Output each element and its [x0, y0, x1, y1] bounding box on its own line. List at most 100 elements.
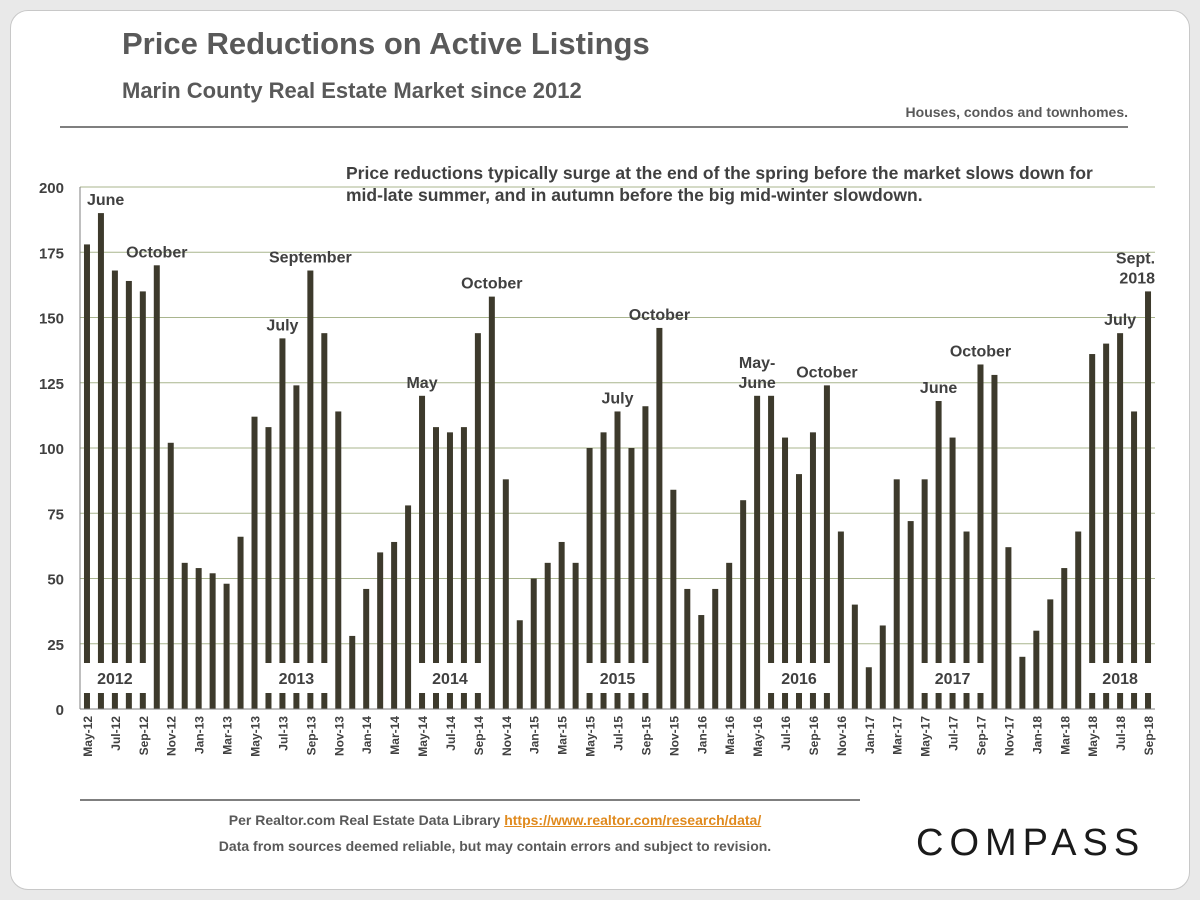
- bar: [530, 578, 537, 709]
- x-tick-label: Jul-15: [612, 716, 626, 751]
- y-tick-label: 50: [47, 572, 64, 589]
- month-annotation: October: [461, 276, 522, 293]
- bar: [167, 442, 174, 709]
- source-line: Per Realtor.com Real Estate Data Library…: [80, 812, 910, 828]
- bar: [307, 270, 314, 709]
- bar: [823, 385, 830, 709]
- x-tick-label: Jan-17: [863, 716, 877, 754]
- x-tick-label: Sep-16: [807, 716, 821, 756]
- month-annotation: June: [920, 380, 957, 397]
- bar: [684, 588, 691, 709]
- year-label-box: [583, 663, 652, 693]
- bar: [195, 568, 202, 709]
- x-tick-label: Jul-18: [1114, 716, 1128, 751]
- year-label: 2015: [600, 671, 636, 688]
- month-annotation: July: [1104, 312, 1136, 329]
- x-tick-label: Jul-14: [444, 716, 458, 751]
- bar: [600, 432, 607, 709]
- bar: [474, 333, 481, 709]
- year-label: 2012: [97, 671, 133, 688]
- year-label: 2013: [279, 671, 315, 688]
- month-annotation: October: [950, 343, 1011, 360]
- month-annotation: October: [796, 364, 857, 381]
- bar: [963, 531, 970, 709]
- bar: [279, 338, 286, 709]
- bar: [586, 448, 593, 709]
- month-annotation: 2018: [1119, 270, 1155, 287]
- x-tick-label: May-12: [81, 716, 95, 757]
- bar: [642, 406, 649, 709]
- x-tick-label: Jan-16: [695, 716, 709, 754]
- month-annotation: June: [738, 375, 775, 392]
- x-tick-label: Mar-15: [556, 716, 570, 755]
- x-tick-label: Jan-14: [360, 716, 374, 754]
- x-tick-label: Nov-13: [332, 716, 346, 756]
- bar: [237, 536, 244, 709]
- x-tick-label: May-18: [1086, 716, 1100, 757]
- bar: [516, 620, 523, 709]
- property-types-note: Houses, condos and townhomes.: [905, 104, 1128, 120]
- chart-annotation: Price reductions typically surge at the …: [346, 163, 1093, 205]
- bar: [740, 500, 747, 709]
- bar: [921, 479, 928, 709]
- bar: [223, 583, 230, 709]
- bar: [893, 479, 900, 709]
- bar: [768, 395, 775, 709]
- bar: [419, 395, 426, 709]
- year-label: 2014: [432, 671, 468, 688]
- x-tick-label: May-14: [416, 716, 430, 757]
- x-tick-label: Mar-16: [723, 716, 737, 755]
- bar: [837, 531, 844, 709]
- bar: [782, 437, 789, 709]
- compass-logo: COMPASS: [916, 822, 1146, 864]
- x-tick-label: Nov-14: [500, 716, 514, 756]
- bar: [181, 562, 188, 709]
- bar: [405, 505, 412, 709]
- x-tick-label: Jul-16: [779, 716, 793, 751]
- bar: [1131, 411, 1138, 709]
- x-tick-label: Jul-17: [947, 716, 961, 751]
- month-annotation: May: [406, 375, 437, 392]
- bar: [1145, 291, 1152, 709]
- x-tick-label: Jan-13: [193, 716, 207, 754]
- bar: [209, 573, 216, 709]
- bar: [1061, 568, 1068, 709]
- bar: [433, 427, 440, 709]
- x-tick-label: May-16: [751, 716, 765, 757]
- year-label-box: [764, 663, 833, 693]
- bar: [125, 280, 132, 709]
- x-tick-label: Mar-18: [1058, 716, 1072, 755]
- bar: [907, 521, 914, 709]
- y-tick-label: 125: [39, 376, 64, 393]
- x-tick-label: Sep-13: [304, 716, 318, 756]
- year-label: 2016: [781, 671, 817, 688]
- bar: [335, 411, 342, 709]
- year-label: 2018: [1102, 671, 1138, 688]
- bar: [251, 416, 258, 709]
- bar: [1047, 599, 1054, 709]
- bar: [935, 401, 942, 709]
- x-tick-label: Mar-14: [388, 716, 402, 755]
- x-tick-label: Jul-13: [276, 716, 290, 751]
- year-label-box: [80, 663, 149, 693]
- chart-subtitle: Marin County Real Estate Market since 20…: [122, 78, 582, 103]
- bar: [977, 364, 984, 709]
- bar: [488, 296, 495, 709]
- bar: [1019, 656, 1026, 709]
- source-link[interactable]: https://www.realtor.com/research/data/: [504, 812, 762, 828]
- bar: [698, 615, 705, 709]
- month-annotation: May-: [739, 355, 775, 372]
- x-tick-label: Mar-17: [891, 716, 905, 755]
- bar: [83, 244, 90, 710]
- bar: [614, 411, 621, 709]
- bar: [460, 427, 467, 709]
- bar: [265, 427, 272, 709]
- bar: [795, 474, 802, 709]
- x-tick-label: Jan-15: [528, 716, 542, 754]
- bar: [391, 541, 398, 709]
- year-label: 2017: [935, 671, 971, 688]
- bar: [865, 667, 872, 709]
- y-tick-label: 75: [47, 506, 64, 523]
- x-tick-label: Nov-16: [835, 716, 849, 756]
- bar: [363, 588, 370, 709]
